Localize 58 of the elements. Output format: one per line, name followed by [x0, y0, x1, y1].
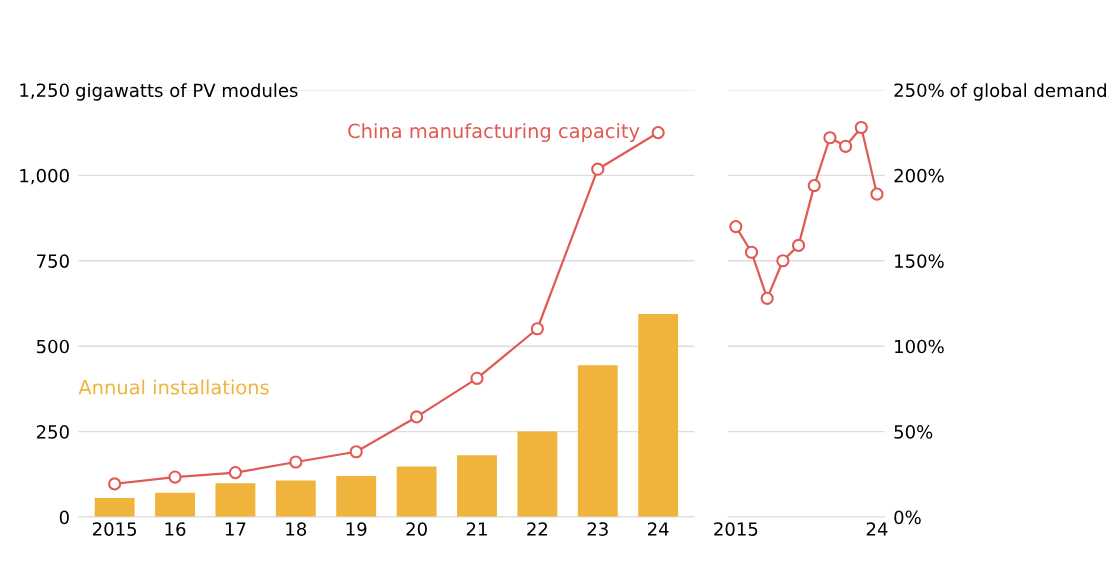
point	[108, 477, 122, 491]
x-tick-label: 24	[866, 522, 888, 536]
series-label: China manufacturing capacity	[348, 123, 640, 143]
x-tick-label: 16	[165, 522, 186, 536]
x-tick-label: 22	[527, 522, 548, 536]
point	[744, 245, 759, 259]
point	[651, 126, 665, 140]
x-tick-label: 24	[648, 522, 669, 536]
y-tick-label: 750	[37, 254, 69, 268]
point	[854, 120, 868, 135]
bar	[638, 314, 679, 518]
y-tick-label: 0	[59, 510, 69, 525]
x-tick-label: 20	[406, 522, 427, 536]
bar	[577, 365, 618, 518]
text: Annual installations	[78, 379, 269, 395]
point	[289, 455, 303, 469]
y-tick-label: 500	[37, 339, 69, 354]
point	[776, 254, 790, 268]
x-tick-label: 2015	[714, 522, 758, 536]
bar	[215, 483, 256, 518]
point	[470, 371, 484, 385]
point	[839, 139, 853, 153]
bar	[517, 431, 558, 518]
bar	[396, 466, 437, 518]
point	[168, 470, 182, 484]
x-tick-label: 21	[466, 522, 487, 536]
bar	[155, 492, 195, 518]
point	[591, 162, 605, 176]
y-tick-label: 100%	[895, 339, 944, 354]
point	[729, 220, 743, 234]
point	[410, 410, 424, 424]
y-tick-label: 250	[36, 425, 69, 439]
x-tick-label: 18	[286, 522, 307, 536]
x-tick-label: 23	[587, 522, 608, 536]
y-tick-label: 200%	[894, 168, 944, 183]
y-tick-label: 250%	[894, 83, 944, 98]
y-tick-label: 0%	[894, 510, 921, 525]
bar	[457, 455, 497, 518]
bar	[275, 480, 316, 518]
x-tick-label: 17	[225, 522, 246, 536]
y-tick-label: 50%	[894, 425, 933, 439]
point	[870, 187, 884, 201]
x-tick-label: 19	[346, 522, 367, 536]
point	[823, 131, 837, 145]
point	[349, 445, 363, 459]
y-tick-label: 1,250	[20, 83, 69, 99]
point	[228, 466, 243, 480]
bar	[336, 476, 377, 518]
point	[760, 291, 774, 305]
y-axis-title: gigawatts of PV modules	[76, 83, 298, 101]
point	[530, 322, 544, 336]
point	[807, 179, 821, 193]
point	[791, 238, 806, 252]
y-tick-label: 1,000	[20, 168, 69, 185]
x-tick-label: 2015	[92, 522, 137, 536]
y-tick-label: 150%	[895, 254, 944, 268]
bar	[94, 497, 135, 518]
y-axis-title: of global demand	[950, 83, 1106, 101]
